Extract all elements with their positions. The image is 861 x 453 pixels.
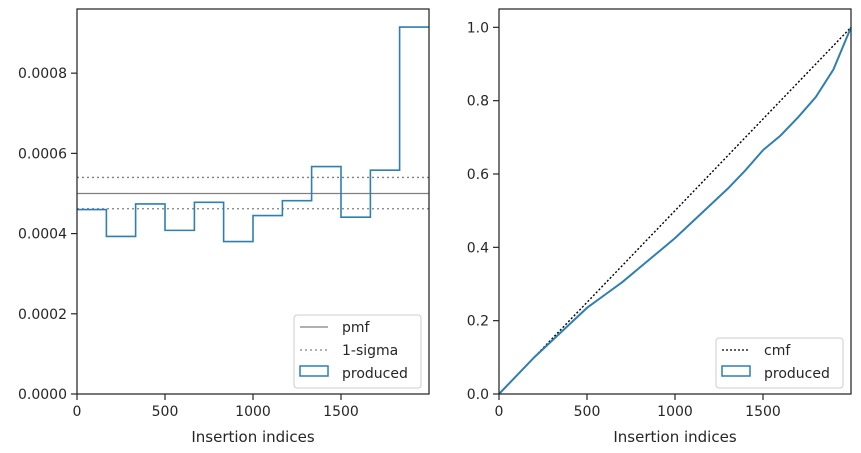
right-y-tick-label: 0.2 [467, 314, 489, 330]
legend-pmf-label: pmf [342, 320, 371, 336]
right-x-axis-ticks: 0 500 1000 1500 [495, 394, 781, 420]
left-y-tick-label: 0.0006 [18, 146, 67, 162]
legend-produced-label-right: produced [764, 366, 830, 382]
legend-sigma-label: 1-sigma [342, 343, 398, 359]
legend-produced-marker-right [721, 365, 751, 377]
right-y-tick-label: 0.6 [467, 167, 489, 183]
right-x-tick-label: 1000 [657, 404, 693, 420]
left-y-tick-label: 0.0008 [18, 66, 67, 82]
left-x-tick-label: 500 [152, 404, 179, 420]
right-axes-frame [498, 8, 852, 395]
left-legend: pmf 1-sigma produced [293, 314, 422, 389]
left-x-tick-label: 1500 [323, 404, 359, 420]
produced-step-series [77, 26, 429, 243]
left-x-tick-label: 0 [73, 404, 82, 420]
left-y-axis-ticks: 0.0000 0.0002 0.0004 0.0006 0.0008 [18, 66, 77, 403]
legend-produced-label-left: produced [342, 366, 408, 382]
produced-cdf-series [498, 26, 852, 395]
right-y-tick-label: 0.0 [467, 387, 489, 403]
right-x-axis-label: Insertion indices [613, 428, 736, 446]
left-y-tick-label: 0.0000 [18, 387, 67, 403]
right-x-tick-label: 0 [495, 404, 504, 420]
cmf-line [498, 26, 852, 395]
left-legend-box [293, 314, 422, 389]
left-x-axis-label: Insertion indices [191, 428, 314, 446]
right-panel: 0 500 1000 1500 0.0 0.2 0.4 0.6 0.8 1.0 Insertio… [467, 8, 852, 446]
left-axes-frame [76, 8, 430, 395]
left-y-tick-label: 0.0004 [18, 227, 67, 243]
right-y-axis-ticks: 0.0 0.2 0.4 0.6 0.8 1.0 [467, 20, 499, 403]
right-y-tick-label: 0.8 [467, 94, 489, 110]
right-x-tick-label: 500 [574, 404, 601, 420]
right-y-tick-label: 0.4 [467, 240, 489, 256]
right-plot-area [498, 26, 852, 395]
legend-produced-marker-left [299, 365, 329, 377]
left-x-tick-label: 1000 [235, 404, 271, 420]
left-x-axis-ticks: 0 500 1000 1500 [73, 394, 359, 420]
legend-cmf-label: cmf [764, 343, 791, 359]
left-panel: 0 500 1000 1500 0.00000.00020.00040.00060.0… [18, 8, 430, 446]
left-y-tick-label: 0.0002 [18, 307, 67, 323]
right-x-tick-label: 1500 [745, 404, 781, 420]
left-plot-area [77, 26, 429, 243]
right-legend: cmf produced [715, 337, 844, 389]
right-y-tick-label: 1.0 [467, 20, 489, 36]
